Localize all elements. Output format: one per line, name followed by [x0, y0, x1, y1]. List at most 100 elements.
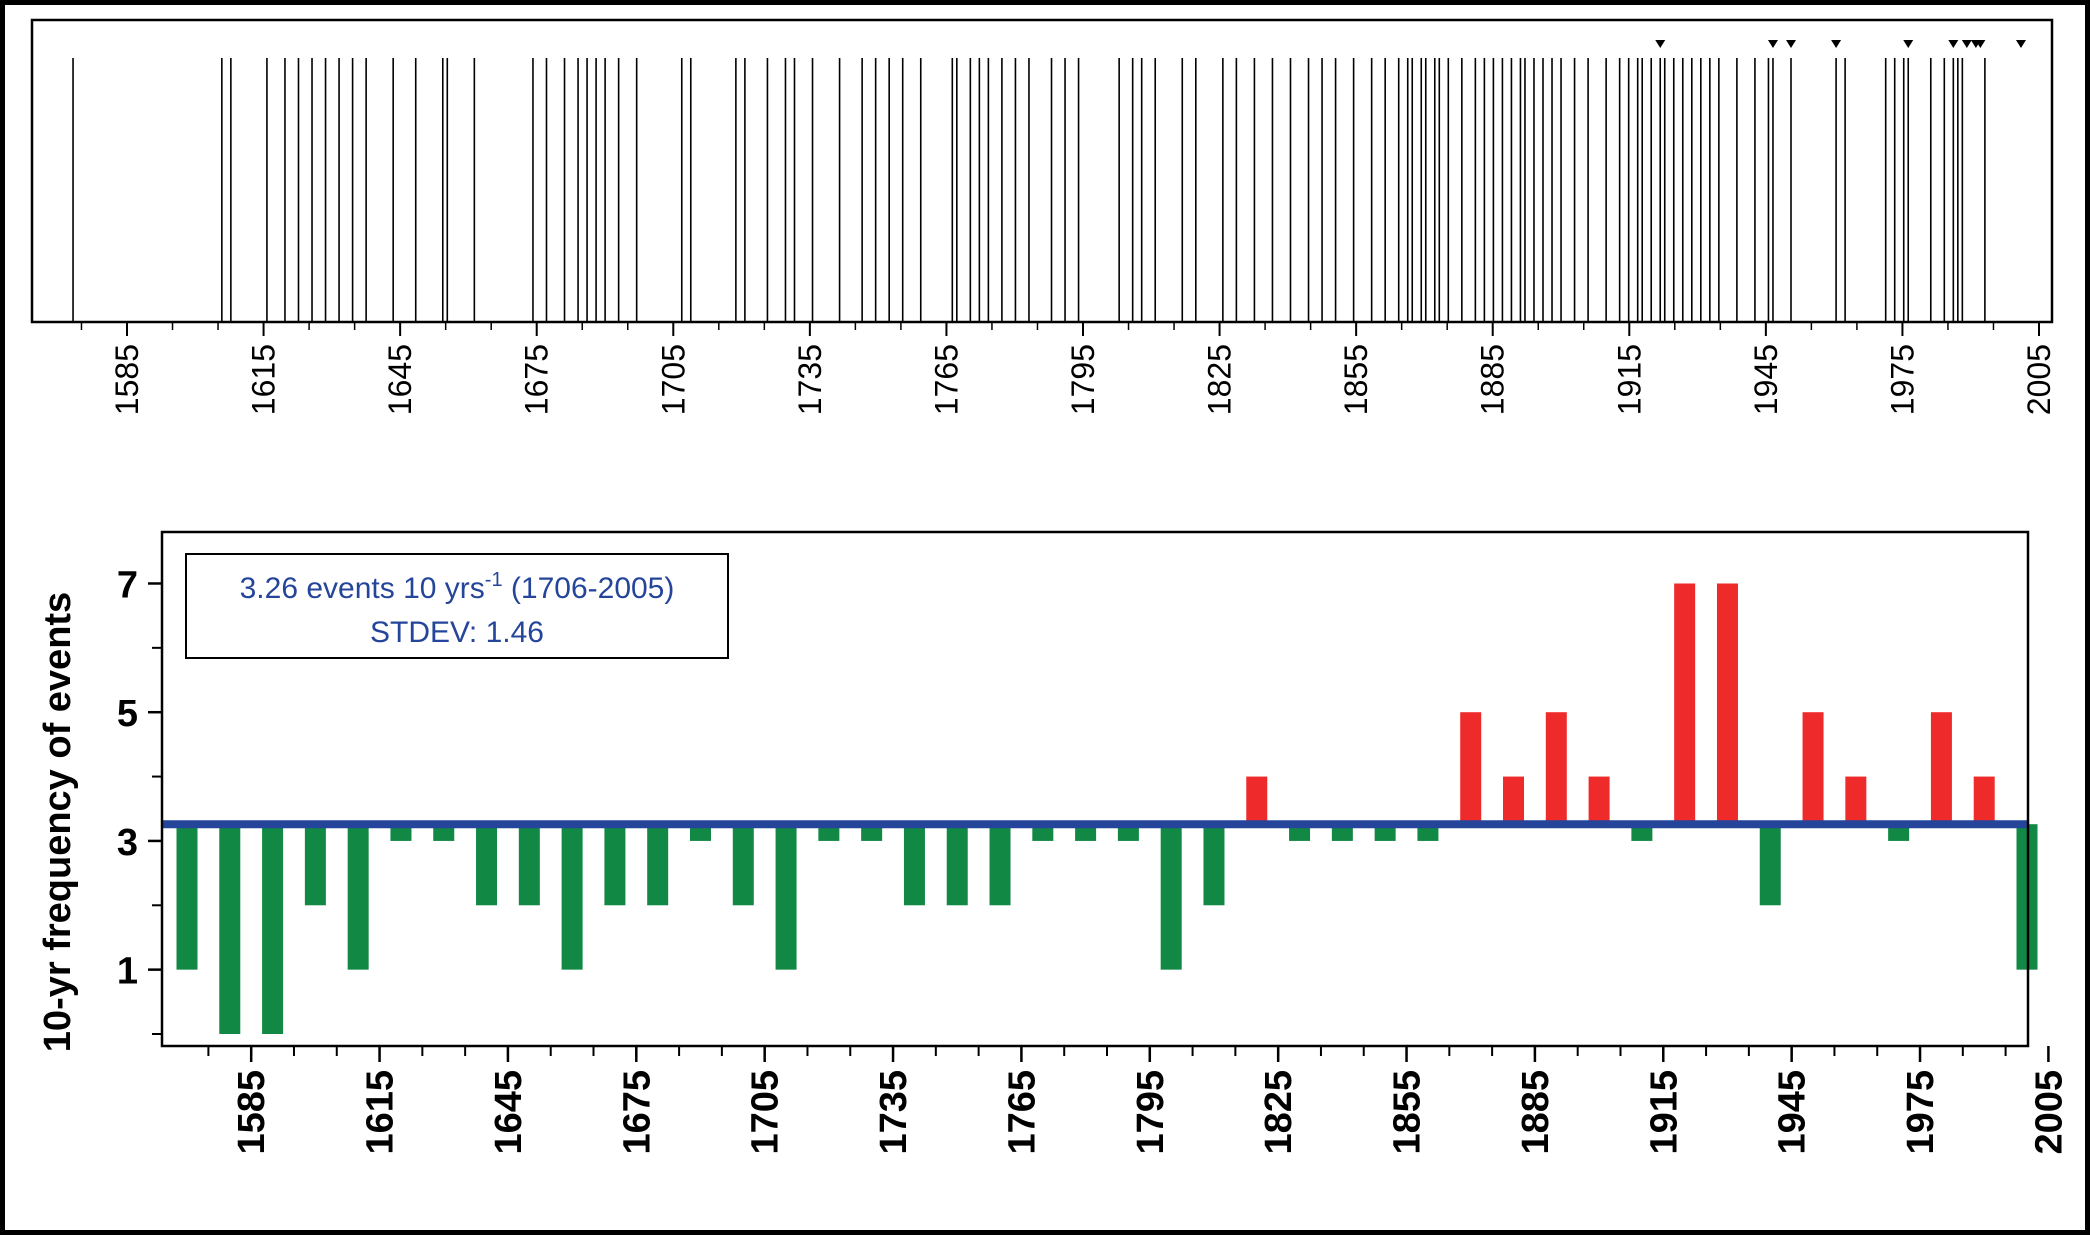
event-marker-1950-2 — [1786, 40, 1796, 48]
bar-1960 — [1845, 776, 1867, 825]
x-tick-label-1735: 1735 — [873, 1070, 915, 1155]
x-tick-label-1675: 1675 — [616, 1070, 658, 1155]
bar-1770 — [1032, 824, 1054, 841]
x-axis: 1585 1615 1645 1675 1705 1735 1765 1795 1825 1855… — [207, 1046, 2070, 1155]
event-marker-1960-3 — [1831, 40, 1842, 48]
event-marker-1946-1 — [1767, 40, 1778, 48]
x-tick-label-1795: 1795 — [1130, 1070, 1172, 1155]
timeline-tick-label-1735: 1735 — [792, 344, 828, 415]
bar-1940 — [1759, 824, 1781, 906]
bar-plot-frame — [160, 530, 2030, 1048]
event-marker-1976-4 — [1903, 40, 1914, 48]
bar-1970 — [1888, 824, 1910, 841]
legend-rate-period: (1706-2005) — [503, 572, 675, 605]
x-tick-label-1615: 1615 — [360, 1070, 402, 1155]
y-tick-label-1: 1 — [117, 951, 138, 993]
event-marker-1986-5 — [1948, 40, 1959, 48]
event-marker-1921-0 — [1655, 40, 1666, 48]
bar-1650 — [518, 824, 540, 906]
timeline-frame — [30, 18, 2054, 324]
legend-box: 3.26 events 10 yrs-1 (1706-2005) STDEV: … — [185, 553, 729, 659]
event-marker-2001-9 — [2015, 40, 2026, 48]
bar-1670 — [604, 824, 626, 906]
x-tick-label-2005: 2005 — [2028, 1070, 2070, 1155]
bar-1890 — [1545, 712, 1567, 825]
bar-1680 — [647, 824, 669, 906]
bar-1810 — [1203, 824, 1225, 906]
timeline-tick-label-1645: 1645 — [382, 344, 418, 415]
timeline-tick-label-1825: 1825 — [1202, 344, 1238, 415]
bar-1870 — [1460, 712, 1482, 825]
bar-1690 — [689, 824, 711, 841]
timeline-tick-label-1855: 1855 — [1338, 344, 1374, 415]
bar-1880 — [1503, 776, 1525, 825]
x-tick-label-1825: 1825 — [1258, 1070, 1300, 1155]
x-tick-label-1645: 1645 — [488, 1070, 530, 1155]
bar-1830 — [1289, 824, 1311, 841]
timeline-tick-label-1675: 1675 — [519, 344, 555, 415]
legend-rate-prefix: 3.26 events 10 yrs — [240, 572, 485, 605]
bar-1790 — [1117, 824, 1139, 841]
bar-1840 — [1331, 824, 1353, 841]
bar-1700 — [732, 824, 754, 906]
x-tick-label-1915: 1915 — [1643, 1070, 1685, 1155]
y-tick-label-3: 3 — [117, 822, 138, 864]
bar-1750 — [946, 824, 968, 906]
bar-1610 — [347, 824, 369, 970]
timeline-tick-label-1945: 1945 — [1748, 344, 1784, 415]
bar-1660 — [561, 824, 583, 970]
bar-1570 — [176, 824, 198, 970]
event-marker-1989-6 — [1961, 40, 1972, 48]
bar-1950 — [1802, 712, 1824, 825]
bar-series — [176, 583, 2038, 1034]
legend-rate-exponent: -1 — [485, 569, 503, 591]
y-axis-label: 10-yr frequency of events — [37, 592, 79, 1052]
bar-1600 — [304, 824, 326, 906]
bar-1730 — [861, 824, 883, 841]
timeline-tick-label-1795: 1795 — [1065, 344, 1101, 415]
x-tick-label-1585: 1585 — [231, 1070, 273, 1155]
x-tick-label-1945: 1945 — [1772, 1070, 1814, 1155]
timeline-markers — [1655, 40, 2026, 48]
y-axis: 1 3 5 7 — [117, 564, 162, 1035]
y-tick-label-5: 5 — [117, 693, 138, 735]
bar-1640 — [476, 824, 498, 906]
bar-1710 — [775, 824, 797, 970]
bar-1720 — [818, 824, 840, 841]
x-tick-label-1765: 1765 — [1001, 1070, 1043, 1155]
bar-1910 — [1631, 824, 1653, 841]
legend-rate-text: 3.26 events 10 yrs-1 (1706-2005) — [240, 569, 675, 605]
bar-1800 — [1160, 824, 1182, 970]
bar-1980 — [1930, 712, 1952, 825]
event-timeline-panel: 1585 1615 1645 1675 1705 1735 1765 1795 1825 1855… — [30, 18, 2057, 415]
bar-1860 — [1417, 824, 1439, 841]
timeline-x-axis: 1585 1615 1645 1675 1705 1735 1765 1795 1825 1855… — [80, 322, 2057, 415]
bar-1900 — [1588, 776, 1610, 825]
timeline-tick-label-2005: 2005 — [2021, 344, 2057, 415]
timeline-tick-label-1615: 1615 — [246, 344, 282, 415]
timeline-tick-label-1885: 1885 — [1475, 344, 1511, 415]
bar-1620 — [390, 824, 412, 841]
bar-1990 — [1973, 776, 1995, 825]
bar-1820 — [1246, 776, 1268, 825]
bar-1850 — [1374, 824, 1396, 841]
bar-1930 — [1716, 583, 1738, 825]
legend-stdev-text: STDEV: 1.46 — [370, 616, 544, 649]
timeline-tick-label-1585: 1585 — [109, 344, 145, 415]
bar-1590 — [262, 824, 284, 1034]
bar-1920 — [1674, 583, 1696, 825]
timeline-tick-label-1765: 1765 — [928, 344, 964, 415]
legend-frame — [185, 553, 729, 659]
timeline-tick-label-1705: 1705 — [655, 344, 691, 415]
bar-1740 — [903, 824, 925, 906]
bar-1580 — [219, 824, 241, 1034]
timeline-tick-label-1975: 1975 — [1884, 344, 1920, 415]
x-tick-label-1855: 1855 — [1387, 1070, 1429, 1155]
event-marker-1992-8 — [1975, 40, 1986, 48]
x-tick-label-1975: 1975 — [1900, 1070, 1942, 1155]
timeline-events — [72, 58, 1986, 322]
bar-1780 — [1075, 824, 1097, 841]
timeline-tick-label-1915: 1915 — [1611, 344, 1647, 415]
decadal-bar-panel: 1 3 5 7 1585 1615 1645 1675 1705 1735 1765 1795 182… — [37, 530, 2070, 1155]
